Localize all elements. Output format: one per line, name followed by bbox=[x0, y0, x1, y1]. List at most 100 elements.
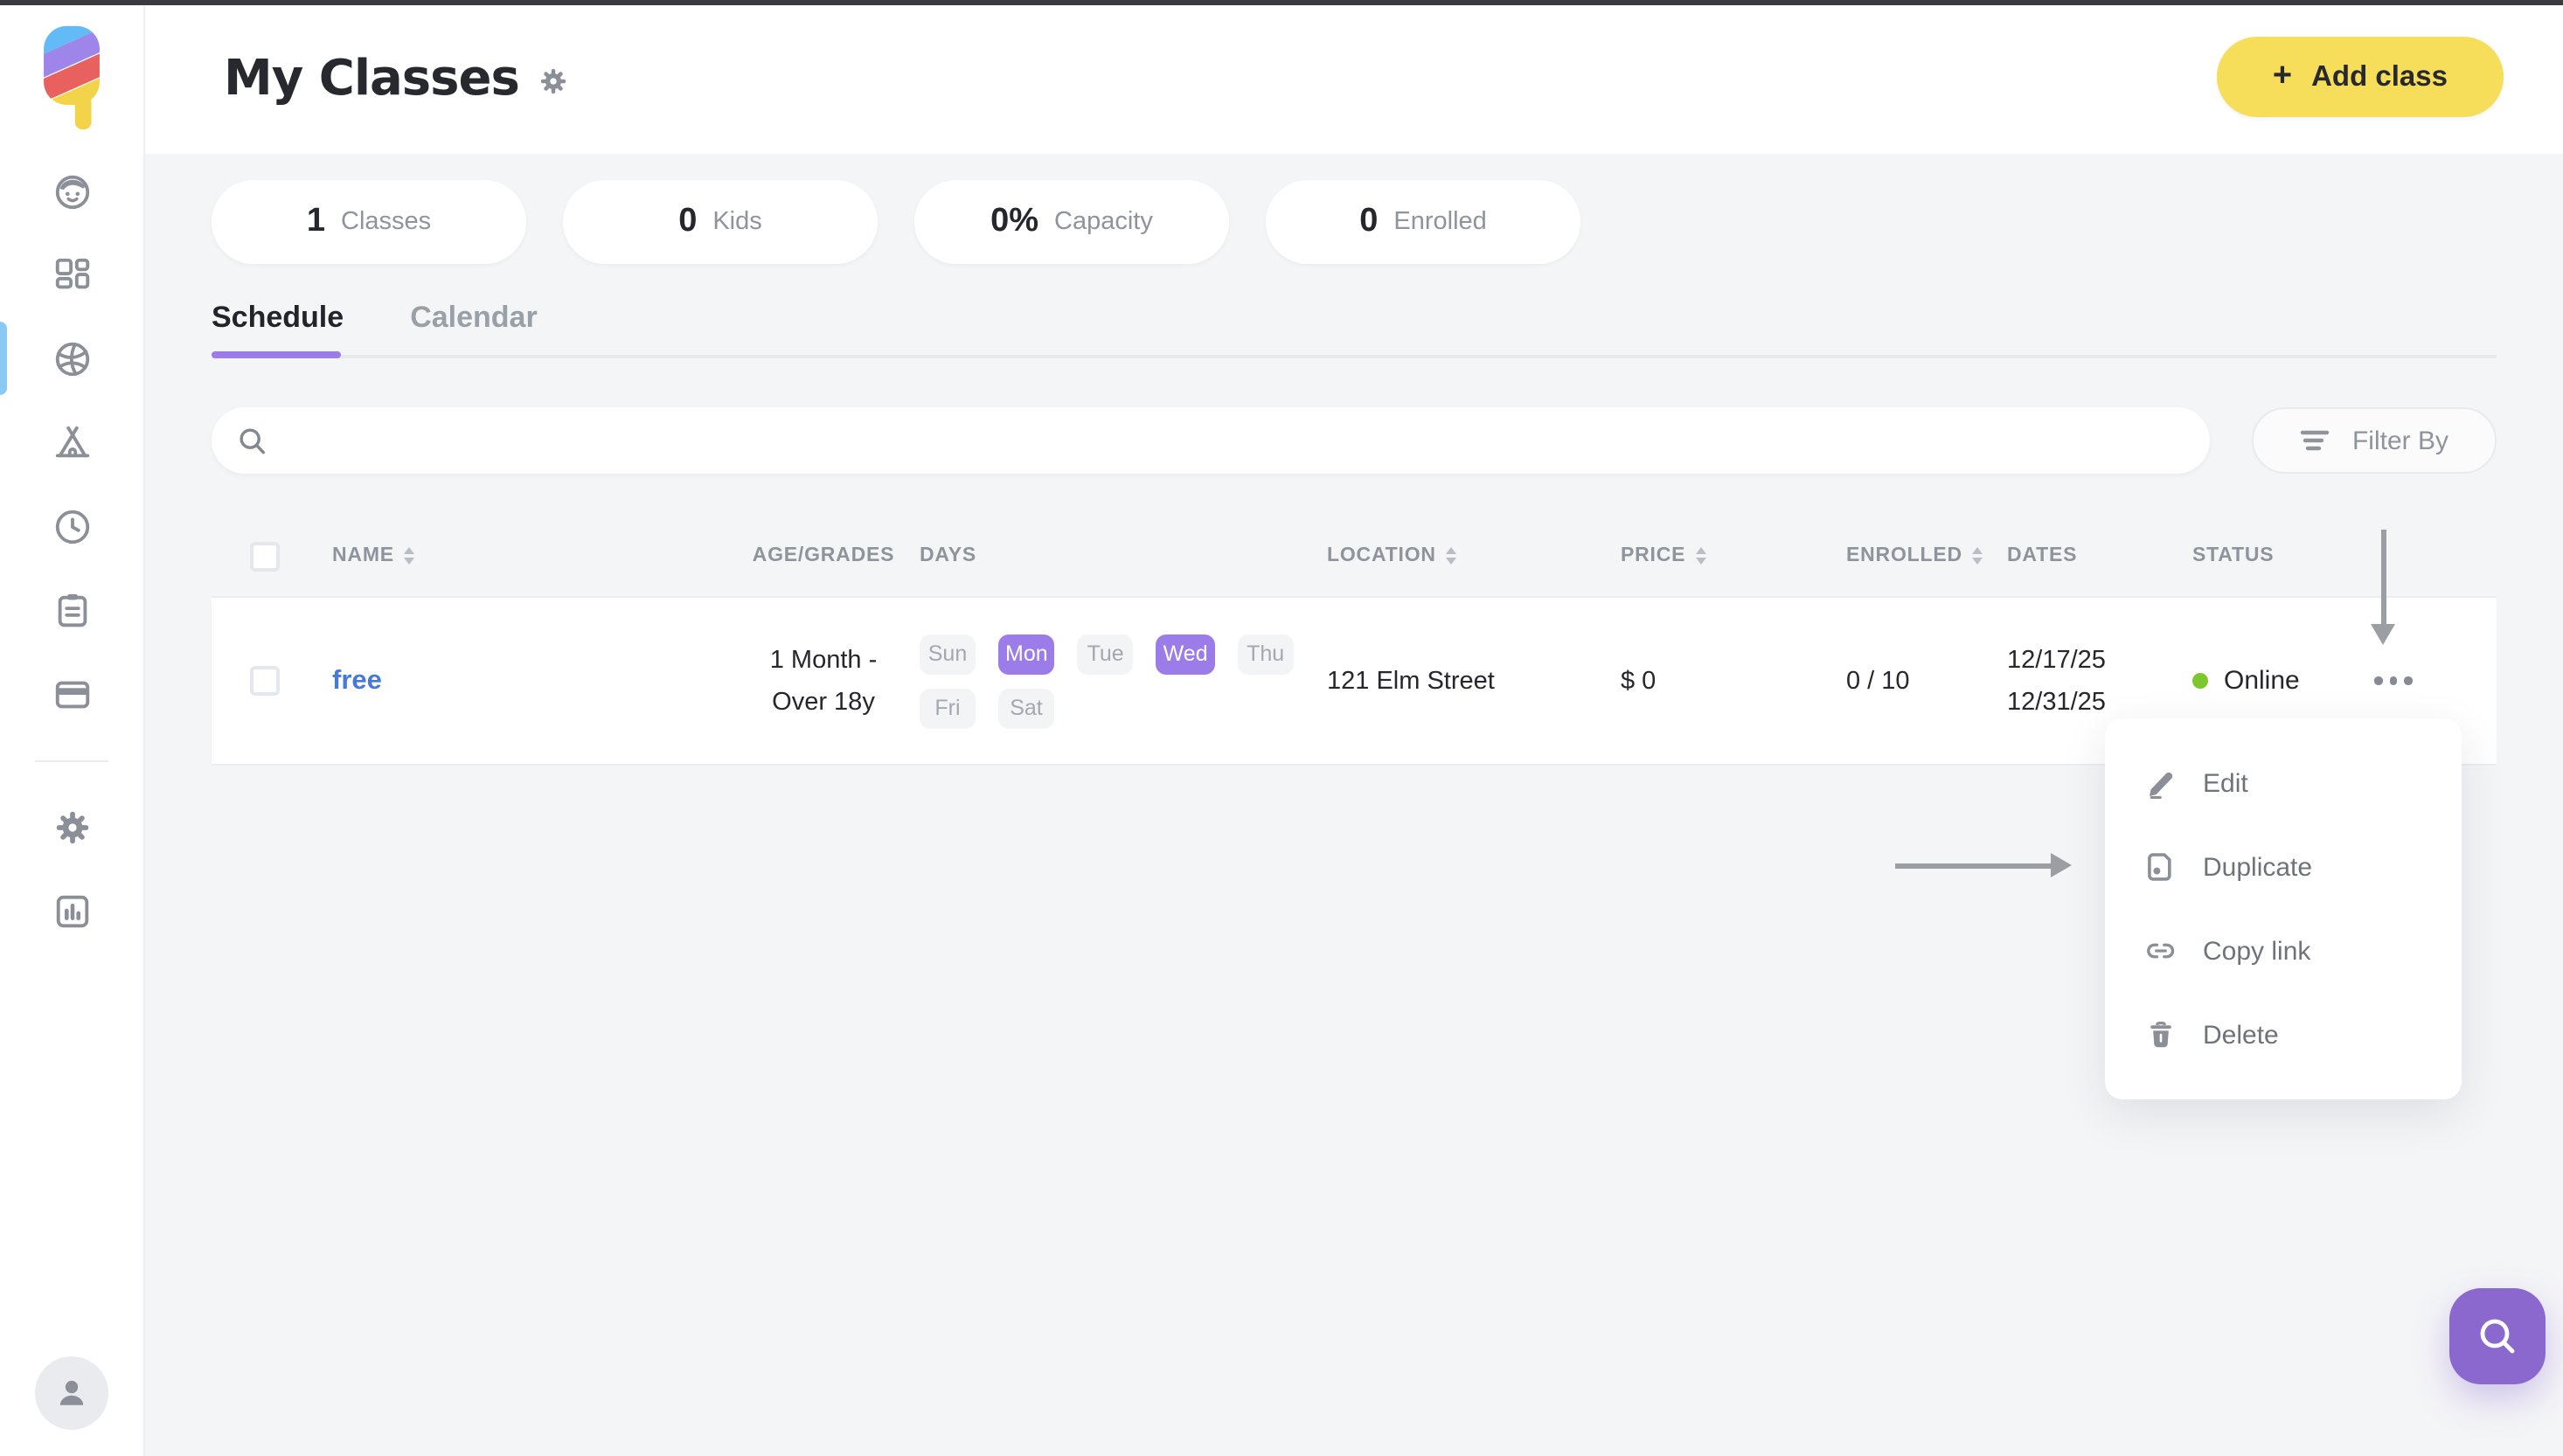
add-class-label: Add class bbox=[2311, 60, 2448, 92]
sidebar-item-camps[interactable] bbox=[0, 400, 143, 484]
row-context-menu: Edit Duplicate Copy link Dele bbox=[2105, 718, 2462, 1099]
filter-by-button[interactable]: Filter By bbox=[2252, 407, 2497, 474]
clipboard-icon bbox=[57, 593, 87, 627]
menu-item-copy-link[interactable]: Copy link bbox=[2105, 909, 2462, 993]
sidebar-divider bbox=[35, 760, 108, 762]
sidebar-item-kids[interactable] bbox=[0, 149, 143, 232]
stat-label: Kids bbox=[712, 208, 762, 236]
search-box bbox=[212, 407, 2210, 474]
sidebar-item-payments[interactable] bbox=[0, 652, 143, 736]
sidebar-item-reports[interactable] bbox=[0, 869, 143, 953]
stat-card-classes: 1 Classes bbox=[212, 180, 526, 264]
menu-item-edit[interactable]: Edit bbox=[2105, 741, 2462, 825]
page-settings-gear-icon[interactable] bbox=[538, 66, 568, 95]
age-grades-cell: 1 Month - Over 18y bbox=[769, 646, 878, 716]
stat-value: 0 bbox=[678, 203, 698, 239]
person-icon bbox=[59, 1380, 84, 1405]
sort-icon bbox=[1446, 547, 1457, 565]
sidebar bbox=[0, 0, 145, 1456]
day-chip-sat: Sat bbox=[998, 688, 1054, 728]
dashboard-icon bbox=[54, 257, 89, 288]
stat-value: 1 bbox=[306, 203, 325, 239]
column-header-status: STATUS bbox=[2192, 545, 2275, 566]
sidebar-item-schedule[interactable] bbox=[0, 484, 143, 568]
day-chip-thu: Thu bbox=[1237, 634, 1294, 674]
bar-chart-icon bbox=[55, 894, 88, 927]
sidebar-item-dashboard[interactable] bbox=[0, 232, 143, 316]
select-all-checkbox[interactable] bbox=[250, 541, 280, 571]
day-chip-fri: Fri bbox=[920, 688, 976, 728]
menu-item-delete[interactable]: Delete bbox=[2105, 993, 2462, 1077]
popsicle-logo-icon[interactable] bbox=[37, 23, 107, 131]
sidebar-item-settings[interactable] bbox=[0, 785, 143, 869]
annotation-arrow-down-icon bbox=[2371, 530, 2395, 645]
page-header: My Classes + Add class bbox=[143, 0, 2563, 154]
stat-label: Enrolled bbox=[1393, 208, 1487, 236]
tab-schedule[interactable]: Schedule bbox=[212, 301, 344, 334]
stat-value: 0% bbox=[990, 203, 1039, 239]
filter-by-label: Filter By bbox=[2351, 426, 2448, 455]
days-cell: Sun Mon Tue Wed Thu Fri Sat bbox=[911, 634, 1301, 728]
dates-cell: 12/17/25 12/31/25 bbox=[2007, 646, 2106, 716]
magnifier-icon bbox=[2479, 1318, 2514, 1353]
column-header-price[interactable]: PRICE bbox=[1610, 545, 1837, 566]
sidebar-item-classes[interactable] bbox=[0, 316, 143, 400]
user-avatar[interactable] bbox=[35, 1356, 108, 1430]
tab-calendar[interactable]: Calendar bbox=[410, 301, 538, 334]
status-cell: Online bbox=[2187, 666, 2353, 696]
link-icon bbox=[2147, 943, 2175, 959]
active-tab-indicator bbox=[212, 351, 341, 358]
day-chip-tue: Tue bbox=[1077, 634, 1134, 674]
row-checkbox[interactable] bbox=[250, 666, 280, 696]
row-actions-menu-button[interactable] bbox=[2353, 676, 2497, 685]
pencil-icon bbox=[2149, 772, 2173, 799]
stat-label: Classes bbox=[341, 208, 432, 236]
class-name-link[interactable]: free bbox=[332, 665, 382, 695]
content: 1 Classes 0 Kids 0% Capacity 0 Enrolled bbox=[143, 180, 2563, 766]
filter-icon bbox=[2301, 430, 2330, 451]
sidebar-item-registrations[interactable] bbox=[0, 568, 143, 652]
column-header-name[interactable]: NAME bbox=[295, 545, 736, 566]
sort-icon bbox=[1696, 547, 1707, 565]
stat-card-enrolled: 0 Enrolled bbox=[1266, 180, 1580, 264]
add-class-button[interactable]: + Add class bbox=[2216, 37, 2504, 117]
table-header-row: NAME AGE/GRADES DAYS LOCATION PRICE bbox=[212, 530, 2497, 582]
column-header-enrolled[interactable]: ENROLLED bbox=[1837, 545, 2004, 566]
stat-card-capacity: 0% Capacity bbox=[914, 180, 1229, 264]
stat-card-kids: 0 Kids bbox=[563, 180, 878, 264]
annotation-arrow-right-icon bbox=[1895, 853, 2072, 877]
search-row: Filter By bbox=[212, 407, 2497, 474]
duplicate-icon bbox=[2148, 853, 2171, 881]
column-header-days: DAYS bbox=[920, 545, 976, 566]
column-header-age-grades: AGE/GRADES bbox=[752, 545, 895, 566]
sidebar-nav bbox=[0, 149, 143, 953]
day-chip-sun: Sun bbox=[920, 634, 976, 674]
menu-item-duplicate[interactable]: Duplicate bbox=[2105, 825, 2462, 909]
status-dot-icon bbox=[2192, 673, 2208, 689]
help-search-button[interactable] bbox=[2449, 1288, 2546, 1384]
ball-icon bbox=[54, 341, 89, 376]
search-icon bbox=[240, 427, 265, 454]
view-tabs: Schedule Calendar bbox=[212, 301, 2497, 358]
stat-label: Capacity bbox=[1054, 208, 1153, 236]
main-area: My Classes + Add class bbox=[143, 0, 2563, 1456]
clock-icon bbox=[54, 509, 89, 544]
tent-icon bbox=[54, 425, 89, 457]
search-input[interactable] bbox=[285, 424, 2184, 457]
day-chip-mon: Mon bbox=[998, 634, 1055, 674]
sort-icon bbox=[404, 547, 415, 565]
price-cell: $ 0 bbox=[1621, 667, 1657, 695]
stats-row: 1 Classes 0 Kids 0% Capacity 0 Enrolled bbox=[212, 180, 2497, 264]
column-header-location[interactable]: LOCATION bbox=[1313, 545, 1610, 566]
plus-icon: + bbox=[2272, 58, 2293, 94]
select-all-cell bbox=[212, 541, 295, 571]
page-title: My Classes bbox=[224, 48, 520, 106]
location-cell: 121 Elm Street bbox=[1327, 667, 1495, 695]
column-header-dates: DATES bbox=[2007, 545, 2078, 566]
row-select-cell bbox=[212, 666, 295, 696]
stat-value: 0 bbox=[1359, 203, 1379, 239]
status-badge: Online bbox=[2224, 666, 2300, 696]
day-chip-wed: Wed bbox=[1156, 634, 1215, 674]
ellipsis-icon bbox=[2374, 676, 2382, 685]
